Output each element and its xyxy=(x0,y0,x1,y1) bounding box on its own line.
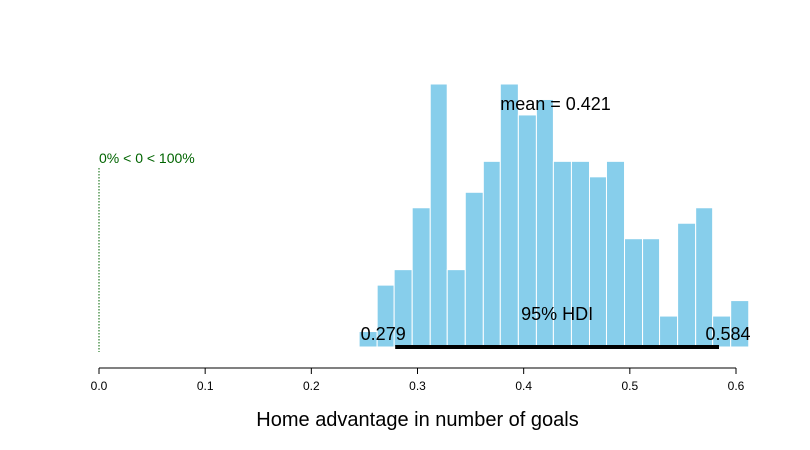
histogram-bar xyxy=(446,269,466,348)
histogram-bar xyxy=(659,315,679,348)
histogram-bar xyxy=(482,160,501,348)
histogram-bar xyxy=(624,238,644,348)
x-tick-label: 0.3 xyxy=(409,379,426,393)
mean-label: mean = 0.421 xyxy=(500,94,611,114)
comparison-label: 0% < 0 < 100% xyxy=(99,150,195,166)
histogram-bar xyxy=(464,191,484,348)
x-tick-label: 0.0 xyxy=(91,379,108,393)
histogram-bar xyxy=(642,238,661,348)
x-tick-label: 0.4 xyxy=(515,379,532,393)
histogram-bar xyxy=(499,83,519,348)
x-tick-label: 0.2 xyxy=(303,379,320,393)
hdi-label: 95% HDI xyxy=(521,304,593,324)
histogram-bar xyxy=(605,160,626,348)
histogram-bar xyxy=(429,83,448,348)
x-tick-label: 0.5 xyxy=(621,379,638,393)
hdi-low-label: 0.279 xyxy=(361,324,406,344)
x-tick-label: 0.6 xyxy=(728,379,745,393)
x-axis: 0.0 0.1 0.2 0.3 0.4 0.5 0.6 xyxy=(91,367,745,393)
histogram-bar xyxy=(411,207,431,348)
histogram-bars xyxy=(358,83,750,348)
x-tick-label: 0.1 xyxy=(197,379,214,393)
histogram-bar xyxy=(677,222,697,348)
x-axis-label: Home advantage in number of goals xyxy=(256,409,578,431)
hdi-high-label: 0.584 xyxy=(705,324,750,344)
histogram-bar xyxy=(730,300,750,348)
